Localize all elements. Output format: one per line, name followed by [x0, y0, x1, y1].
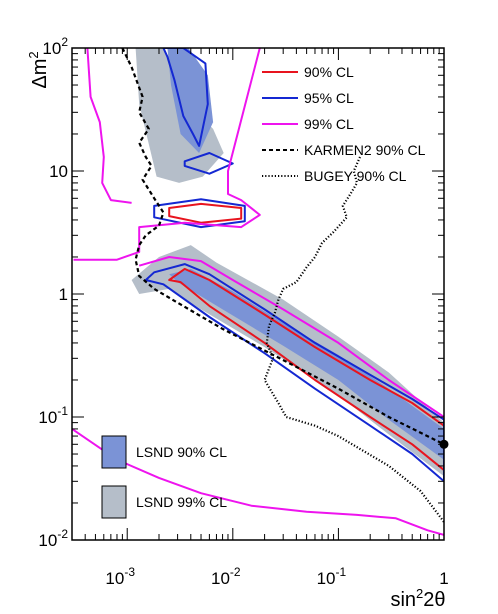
region-legend: LSND 90% CL LSND 99% CL [101, 435, 227, 519]
lsnd90-region-main [169, 268, 444, 460]
x-tick-label: 10-1 [317, 565, 347, 588]
region-legend-swatch [101, 435, 127, 469]
curve-99-cl-6 [72, 428, 444, 536]
x-tick-label: 10-2 [211, 565, 241, 588]
curve-95-cl-5 [162, 48, 209, 147]
curve-95-cl-3 [153, 198, 246, 229]
legend-label: 99% CL [304, 116, 354, 132]
curve-99-cl-8 [86, 48, 132, 204]
y-tick-label: 102 [42, 35, 68, 58]
tick-labels: 10-3 10-2 10-1 1 10-2 10-1 1 10 102 [38, 35, 448, 588]
axis-ticks [71, 47, 445, 541]
legend-label: 95% CL [304, 90, 354, 106]
lsnd90-region-high [167, 48, 214, 153]
legend-label: KARMEN2 90% CL [304, 142, 426, 158]
curve-95-cl-2 [144, 263, 444, 483]
curve-karmen2-90-cl-10 [121, 48, 444, 446]
curve-99-cl-9 [138, 256, 444, 418]
curve-90-cl-1 [168, 202, 243, 224]
x-axis-label: sin22θ [390, 586, 445, 611]
endpoint-marker [439, 439, 449, 449]
legend-label: BUGEY 90% CL [304, 168, 407, 184]
curve-90-cl-0 [168, 267, 444, 472]
y-tick-label: 10-1 [38, 404, 68, 427]
legend-label: 90% CL [304, 64, 354, 80]
y-tick-label: 10-2 [38, 527, 68, 550]
curve-99-cl-7 [73, 48, 261, 261]
x-tick-label: 1 [439, 569, 448, 588]
region-legend-label: LSND 90% CL [136, 444, 227, 460]
y-axis-label: Δm2 [26, 51, 51, 88]
region-legend-swatch [101, 485, 127, 519]
y-tick-label: 1 [59, 285, 68, 304]
legend: 90% CL 95% CL 99% CL KARMEN2 90% CL BUGEY 90… [262, 64, 426, 184]
cl-curves [72, 48, 444, 536]
curve-95-cl-4 [183, 152, 234, 175]
lsnd-regions [131, 48, 444, 477]
curve-bugey-90-cl-11 [263, 156, 444, 523]
x-tick-label: 10-3 [105, 565, 135, 588]
region-legend-label: LSND 99% CL [136, 494, 227, 510]
endpoint-dot [439, 439, 449, 449]
y-tick-label: 10 [49, 162, 68, 181]
